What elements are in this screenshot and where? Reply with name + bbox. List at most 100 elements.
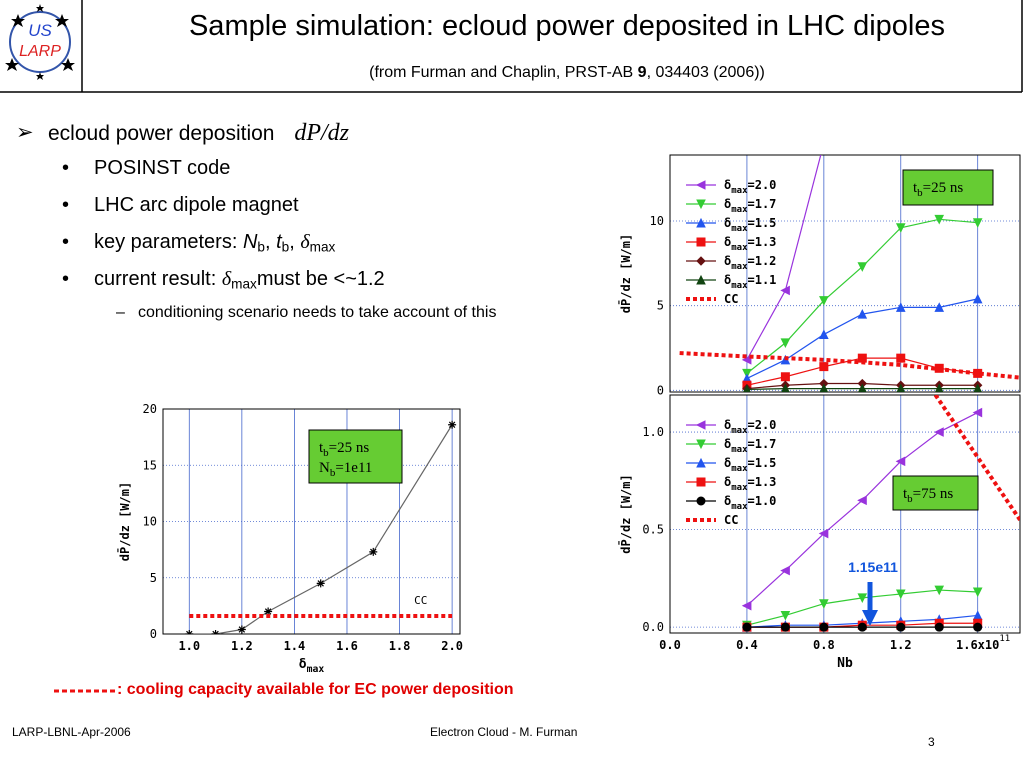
x-tick-label: 1.6 — [336, 639, 358, 653]
marker — [819, 362, 829, 372]
y-tick-label: 10 — [143, 515, 157, 529]
annotation: tb=25 ns — [319, 440, 369, 459]
y-tick-label: 0 — [150, 627, 157, 641]
page-number: 3 — [928, 735, 935, 749]
marker — [895, 589, 906, 600]
marker — [696, 457, 706, 468]
text-part: =2.0 — [748, 418, 777, 432]
chart: 0.0 0.5 1.0 0.0 0.4 0.8 1.2 1.6x10 11 Nb dP̄/dz [W… — [618, 394, 1021, 671]
bullet-text: ecloud power deposition — [48, 122, 275, 145]
marker — [934, 585, 945, 596]
marker — [857, 593, 868, 604]
bullet-marker: • — [62, 194, 70, 216]
text-part: =2.0 — [748, 178, 777, 192]
cc-line — [679, 351, 1020, 380]
annotation-box — [308, 429, 403, 484]
bullet: current result: δmaxmust be <~1.2 — [94, 268, 385, 291]
text-part: δ — [724, 273, 731, 287]
text-part: =1.5 — [748, 456, 777, 470]
t: key parameters: — [94, 231, 243, 253]
marker — [972, 293, 983, 304]
text-part: δ — [724, 235, 731, 249]
marker — [696, 256, 706, 266]
text-part: =1.2 — [748, 254, 777, 268]
y-tick-label: 0 — [657, 383, 664, 397]
text-part: max — [307, 664, 325, 675]
y-tick-label: 5 — [657, 299, 664, 313]
annotation-part: b — [330, 467, 336, 479]
marker — [972, 218, 983, 228]
annotation-part: b — [917, 187, 923, 199]
logo-top: US — [28, 21, 52, 40]
legend-label: CC — [724, 292, 738, 306]
annotation-part: t — [913, 180, 918, 196]
marker — [934, 622, 944, 632]
text-part: δ — [724, 475, 731, 489]
x-tick-label: 1.6x10 — [956, 638, 999, 652]
annotation-part: =1e11 — [335, 460, 372, 476]
marker — [264, 607, 273, 616]
legend-label: δmax=1.3 — [724, 235, 776, 253]
text-part: δ — [724, 216, 731, 230]
marker — [895, 223, 906, 233]
slide-subtitle: (from Furman and Chaplin, PRST-AB 9, 034… — [82, 64, 1024, 82]
marker — [857, 495, 867, 506]
t: , — [264, 231, 277, 253]
annotation-part: =75 ns — [913, 486, 954, 502]
bullet: LHC arc dipole magnet — [94, 194, 299, 216]
cc-line — [933, 395, 1020, 521]
annotation-part: b — [323, 447, 329, 459]
marker — [895, 302, 906, 312]
plot-frame — [162, 408, 461, 635]
marker — [780, 285, 790, 296]
t: b — [257, 239, 265, 255]
text-part: =1.0 — [748, 494, 777, 508]
y-tick-label: 5 — [150, 571, 157, 585]
text-part: max — [731, 483, 748, 493]
series-group — [185, 420, 457, 634]
t: δ — [221, 268, 232, 290]
marker — [896, 383, 906, 392]
marker — [781, 383, 790, 392]
marker — [934, 302, 945, 312]
text-part: max — [731, 464, 748, 474]
text-part: =1.7 — [748, 437, 777, 451]
marker — [896, 353, 906, 363]
marker — [973, 622, 983, 632]
x-tick-label: 0.0 — [659, 638, 681, 652]
y-axis-label: dP̄/dz [W/m] — [618, 234, 633, 313]
text-part: δ — [299, 657, 307, 672]
legend-label: CC — [724, 513, 738, 527]
y-tick-label: 0.0 — [642, 620, 664, 634]
text-part: max — [731, 426, 748, 436]
annotation: tb=25 ns — [913, 180, 963, 199]
legend-label: δmax=1.7 — [724, 197, 776, 215]
marker — [780, 622, 790, 632]
marker — [857, 622, 867, 632]
text-part: =1.3 — [748, 235, 777, 249]
y-tick-label: 20 — [143, 402, 157, 416]
legend-label: δmax=2.0 — [724, 418, 776, 436]
x-tick-label: 0.8 — [813, 638, 835, 652]
marker — [741, 355, 752, 365]
bullet-marker: • — [62, 231, 70, 253]
annotation-part: t — [903, 486, 908, 502]
marker — [696, 237, 706, 247]
marker — [896, 622, 906, 632]
marker — [780, 372, 790, 382]
subtitle-text: (from Furman and Chaplin, PRST-AB — [369, 64, 638, 81]
formula: dP/dz — [294, 120, 350, 146]
x-tick-label: 1.2 — [231, 639, 253, 653]
t: b — [281, 239, 290, 255]
marker — [696, 496, 706, 506]
marker — [743, 384, 751, 392]
y-axis-label: dP̄/dz [W/m] — [117, 482, 132, 561]
subtitle-text: , 034403 (2006)) — [646, 64, 765, 81]
text-part: =1.7 — [748, 197, 777, 211]
annotation-part: t — [319, 440, 324, 456]
t: max — [309, 239, 336, 255]
series-group — [741, 395, 1020, 632]
y-tick-label: 10 — [650, 214, 664, 228]
